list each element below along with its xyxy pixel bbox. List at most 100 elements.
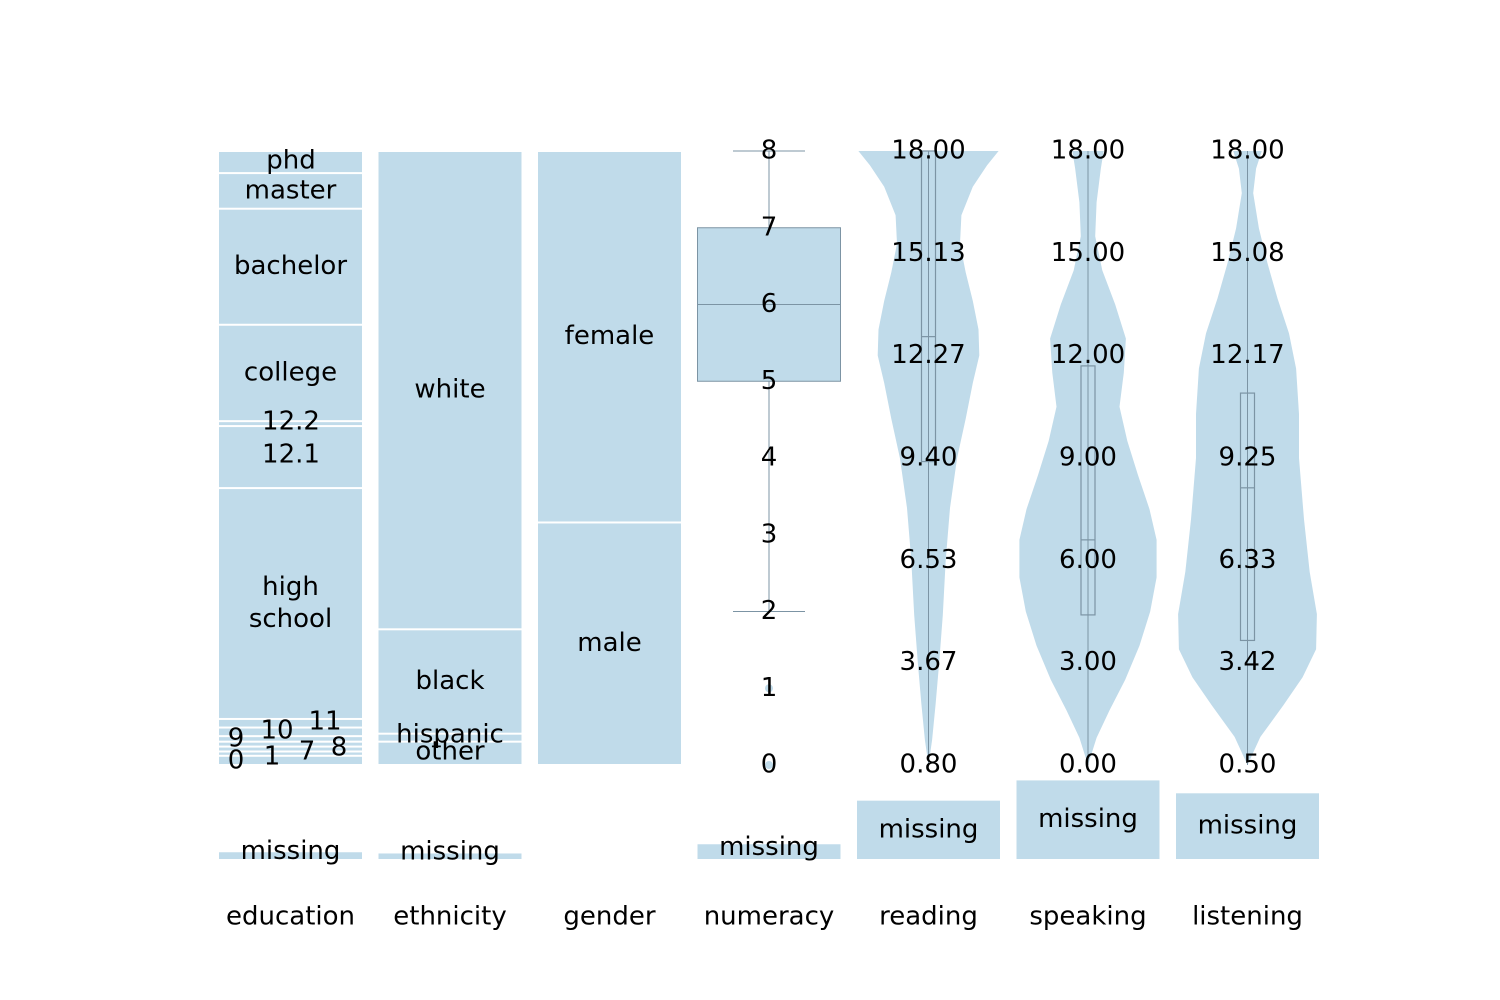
tick-label-reading-0: 0.80: [900, 750, 958, 780]
tick-label-listening-2: 6.33: [1219, 545, 1277, 575]
missing-label-reading: missing: [879, 814, 979, 844]
category-bar-education-11: [219, 747, 362, 751]
tick-label-speaking-3: 9.00: [1059, 443, 1117, 473]
missing-label-speaking: missing: [1038, 804, 1138, 834]
category-bar-education-5: [219, 427, 362, 488]
tick-label-speaking-0: 0.00: [1059, 750, 1117, 780]
category-bar-education-3: [219, 325, 362, 421]
tick-label-numeracy-8: 8: [761, 136, 778, 166]
tick-label-reading-2: 6.53: [900, 545, 958, 575]
category-label-ethnicity-1: black: [415, 666, 484, 696]
tick-label-speaking-5: 15.00: [1051, 238, 1125, 268]
category-bar-ethnicity-3: [378, 742, 522, 764]
outlier-point-numeracy-0: [765, 761, 773, 769]
category-label-ethnicity-0: white: [414, 375, 485, 405]
missing-bar-education: [219, 852, 362, 859]
tick-label-reading-3: 9.40: [900, 443, 958, 473]
tick-label-numeracy-3: 3: [761, 519, 778, 549]
column-speaking: speaking missing 0.00 3.00 6.00 9.00 12.00 15.0…: [1016, 136, 1160, 932]
tick-label-speaking-2: 6.00: [1059, 545, 1117, 575]
category-label-education-0: phd: [266, 146, 316, 176]
category-label-education-1: master: [245, 175, 337, 205]
missing-bar-ethnicity: [378, 853, 522, 859]
tick-label-listening-1: 3.42: [1219, 647, 1277, 677]
missing-label-education: missing: [241, 836, 341, 866]
category-bar-gender-1: [538, 523, 681, 764]
category-bar-education-4: [219, 422, 362, 426]
tick-label-reading-1: 3.67: [900, 647, 958, 677]
category-label-education-4: 12.2: [262, 407, 320, 437]
category-bar-education-12: [219, 752, 362, 755]
category-bar-gender-0: [538, 152, 681, 522]
category-bar-education-8: [219, 728, 362, 736]
category-label-education-12: 1: [264, 742, 281, 772]
category-label-education-9: 9: [228, 724, 245, 754]
tick-label-reading-6: 18.00: [891, 136, 965, 166]
category-bar-education-2: [219, 209, 362, 324]
category-label-education-6-b: school: [249, 604, 332, 634]
category-label-education-11: 7: [299, 737, 316, 767]
column-label-listening: listening: [1192, 902, 1303, 932]
column-label-ethnicity: ethnicity: [393, 902, 506, 932]
column-numeracy: numeracy missing 0 1 2 3 4 5 6 7 8: [697, 136, 841, 932]
category-bar-ethnicity-2: [378, 734, 522, 741]
category-label-education-8: 10: [260, 716, 293, 746]
category-bar-education-7: [219, 719, 362, 727]
tick-label-numeracy-2: 2: [761, 596, 778, 626]
missing-bar-listening: [1176, 793, 1319, 859]
category-label-education-6-a: high: [262, 572, 319, 602]
missing-label-numeracy: missing: [719, 832, 819, 862]
category-label-ethnicity-2: hispanic: [396, 720, 504, 750]
column-gender: gender female male: [538, 152, 681, 932]
category-label-education-7: 11: [308, 707, 341, 737]
category-bar-education-0: [219, 152, 362, 173]
category-bar-education-13: [219, 756, 362, 764]
tick-label-reading-4: 12.27: [891, 340, 965, 370]
tick-label-reading-5: 15.13: [891, 238, 965, 268]
missing-bar-reading: [857, 800, 1000, 859]
missing-bar-numeracy: [697, 844, 841, 859]
missing-label-ethnicity: missing: [400, 837, 500, 867]
category-bar-education-1: [219, 174, 362, 208]
tick-label-listening-6: 18.00: [1210, 136, 1284, 166]
violin-iqr-box-reading: [920, 150, 937, 463]
tick-label-listening-3: 9.25: [1219, 443, 1277, 473]
tick-label-listening-4: 12.17: [1210, 340, 1284, 370]
tick-label-numeracy-6: 6: [761, 289, 778, 319]
tick-label-numeracy-7: 7: [761, 212, 778, 242]
column-label-reading: reading: [879, 902, 978, 932]
category-bar-education-10: [219, 742, 362, 746]
category-bar-ethnicity-1: [378, 630, 522, 733]
tick-label-numeracy-0: 0: [761, 750, 778, 780]
outlier-point-numeracy-1: [765, 684, 773, 693]
column-label-numeracy: numeracy: [704, 902, 835, 932]
violin-iqr-box-listening: [1239, 392, 1256, 642]
category-label-gender-1: male: [577, 628, 641, 658]
tick-label-numeracy-4: 4: [761, 443, 778, 473]
category-label-education-3: college: [244, 357, 337, 387]
category-label-education-5: 12.1: [262, 440, 320, 470]
missing-bar-speaking: [1016, 780, 1160, 859]
tick-label-numeracy-5: 5: [761, 366, 778, 396]
missing-label-listening: missing: [1198, 811, 1298, 841]
category-label-gender-0: female: [565, 321, 655, 351]
tick-label-speaking-6: 18.00: [1051, 136, 1125, 166]
column-label-education: education: [226, 902, 355, 932]
column-label-speaking: speaking: [1029, 902, 1146, 932]
category-label-ethnicity-3: other: [415, 737, 485, 767]
category-bar-ethnicity-0: [378, 152, 522, 629]
category-bar-education-9: [219, 737, 362, 741]
column-listening: listening missing 0.50 3.42 6.33 9.25 12.17 15.…: [1176, 136, 1319, 932]
tick-label-speaking-1: 3.00: [1059, 647, 1117, 677]
tick-label-listening-5: 15.08: [1210, 238, 1284, 268]
tick-label-numeracy-1: 1: [761, 673, 778, 703]
category-label-education-2: bachelor: [234, 251, 347, 281]
violin-iqr-box-speaking: [1080, 365, 1096, 616]
column-reading: reading missing 0.80 3.67 6.53 9.40 12.27 15.13…: [857, 136, 1000, 932]
category-label-education-10: 8: [331, 733, 348, 763]
column-label-gender: gender: [563, 902, 655, 932]
tick-label-listening-0: 0.50: [1219, 750, 1277, 780]
